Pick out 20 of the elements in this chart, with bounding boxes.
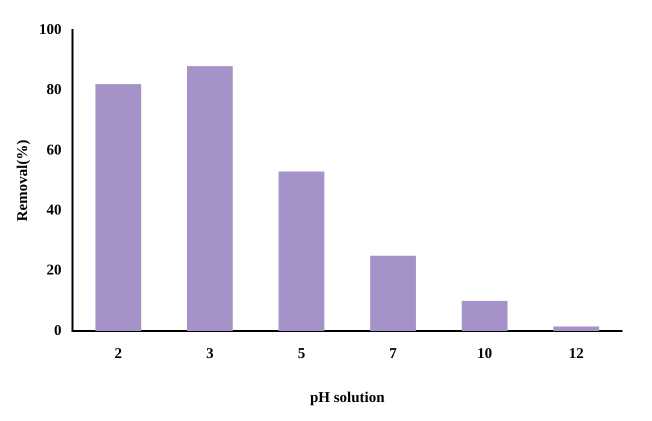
- y-tick-label: 100: [39, 22, 62, 38]
- x-tick-label: 2: [114, 346, 122, 362]
- bar: [95, 84, 142, 331]
- y-tick-label: 80: [46, 82, 62, 98]
- x-tick-label: 5: [298, 346, 306, 362]
- x-tick-label: 10: [477, 346, 492, 362]
- x-tick-label: 7: [389, 346, 398, 362]
- y-tick-label: 60: [46, 142, 62, 158]
- bar: [278, 171, 324, 331]
- x-axis-title: pH solution: [310, 390, 386, 406]
- bar: [553, 326, 600, 331]
- bar: [186, 66, 233, 331]
- y-axis-title: Removal(%): [14, 140, 31, 222]
- y-tick-label: 0: [54, 322, 62, 339]
- bar: [462, 300, 508, 331]
- x-tick-label: 12: [568, 346, 584, 362]
- y-tick-label: 20: [46, 262, 62, 279]
- x-tick-label: 3: [206, 346, 214, 362]
- y-tick-label: 40: [46, 202, 62, 218]
- bar: [370, 256, 416, 331]
